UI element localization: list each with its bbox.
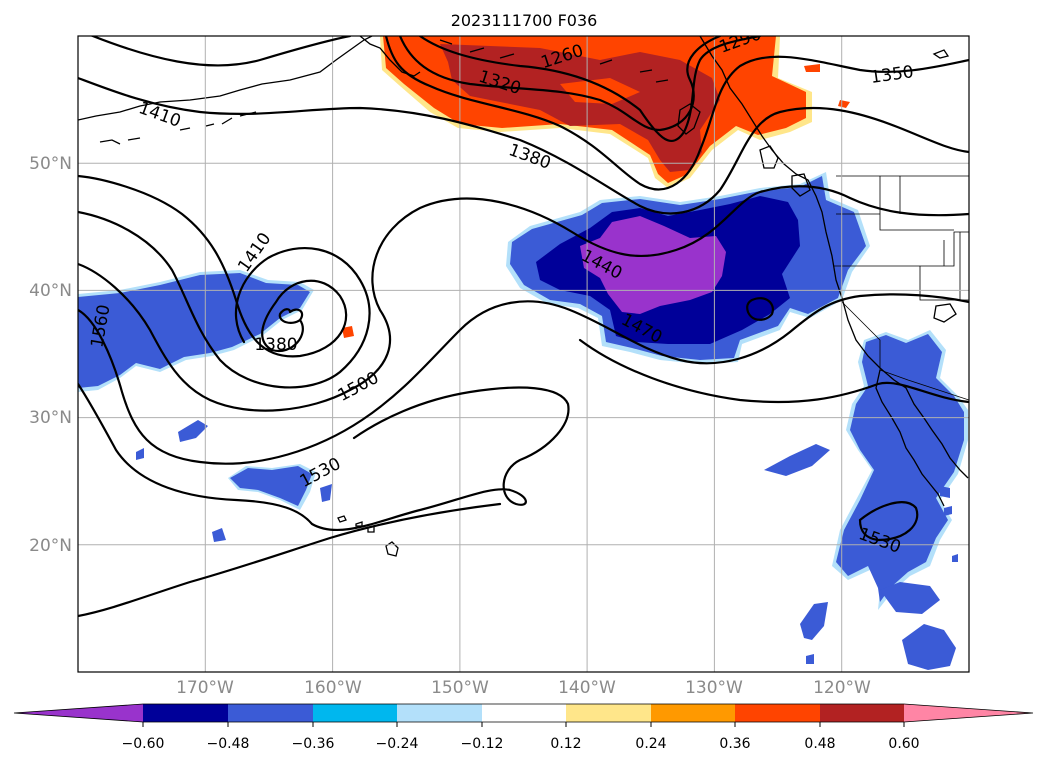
negative-anomaly-eastern-pacific — [764, 330, 968, 670]
colorbar-tick-labels: −0.60 −0.48 −0.36 −0.24 −0.12 0.12 0.24 … — [122, 736, 920, 752]
latitude-labels: 50°N 40°N 30°N 20°N — [29, 154, 72, 556]
lat-label-50n: 50°N — [29, 154, 72, 174]
longitude-labels: 170°W 160°W 150°W 140°W 130°W 120°W — [176, 678, 871, 698]
colorbar-segment — [143, 704, 228, 722]
colorbar-label: −0.24 — [376, 736, 419, 752]
colorbar-segment — [482, 704, 566, 722]
colorbar: −0.60 −0.48 −0.36 −0.24 −0.12 0.12 0.24 … — [13, 703, 1034, 752]
colorbar-segment — [397, 704, 482, 722]
colorbar-segment — [228, 704, 313, 722]
colorbar-segment — [313, 704, 397, 722]
colorbar-segment — [566, 704, 651, 722]
colorbar-ticks — [142, 722, 905, 727]
colorbar-label: 0.60 — [888, 736, 919, 752]
negative-anomaly-central-pacific — [506, 172, 870, 364]
lon-label-160w: 160°W — [304, 678, 362, 698]
lon-label-120w: 120°W — [813, 678, 871, 698]
contour-label-1380-west: 1380 — [254, 335, 297, 355]
colorbar-label: 0.48 — [804, 736, 835, 752]
lon-label-140w: 140°W — [558, 678, 616, 698]
political-borders — [834, 175, 969, 401]
colorbar-segment — [651, 704, 735, 722]
colorbar-label: −0.48 — [207, 736, 250, 752]
colorbar-label: 0.12 — [550, 736, 581, 752]
colorbar-extend-max — [904, 704, 1033, 722]
colorbar-label: −0.12 — [461, 736, 504, 752]
lon-label-150w: 150°W — [431, 678, 489, 698]
colorbar-label: 0.24 — [635, 736, 666, 752]
gridlines — [78, 36, 969, 672]
lat-label-20n: 20°N — [29, 536, 72, 556]
negative-anomaly-western-pacific — [78, 270, 354, 542]
colorbar-label: −0.36 — [292, 736, 335, 752]
colorbar-extend-min — [14, 704, 143, 722]
colorbar-segment — [820, 704, 904, 722]
lon-label-170w: 170°W — [176, 678, 234, 698]
height-contours — [78, 36, 969, 618]
positive-anomaly-gulf-of-alaska — [380, 36, 850, 188]
colorbar-label: 0.36 — [719, 736, 750, 752]
lat-label-40n: 40°N — [29, 281, 72, 301]
lon-label-130w: 130°W — [685, 678, 743, 698]
map-frame — [77, 35, 970, 673]
map-panel: 1260 1290 1320 1350 1380 1410 1410 1380 … — [77, 35, 970, 673]
lat-label-30n: 30°N — [29, 408, 72, 428]
colorbar-label: −0.60 — [122, 736, 165, 752]
colorbar-segment — [735, 704, 820, 722]
map-title: 2023111700 F036 — [451, 11, 598, 30]
